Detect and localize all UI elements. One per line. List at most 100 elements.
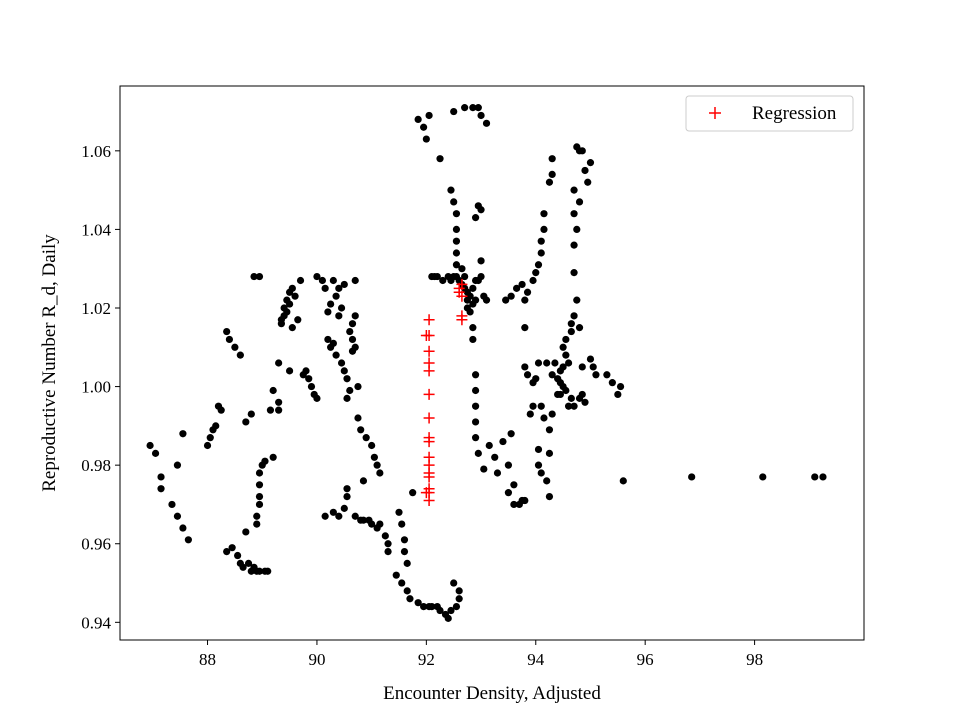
observed-series xyxy=(146,104,827,622)
data-point xyxy=(253,520,261,528)
data-point xyxy=(529,402,537,410)
data-point xyxy=(559,343,567,351)
data-point xyxy=(474,104,482,112)
data-point xyxy=(471,214,480,222)
data-point xyxy=(444,614,452,622)
data-point xyxy=(422,135,430,143)
data-point xyxy=(179,430,187,438)
data-point xyxy=(225,335,234,344)
legend-label-regression: Regression xyxy=(752,103,837,124)
regression-point xyxy=(423,471,435,483)
y-tick-label: 1.04 xyxy=(81,220,111,239)
data-point xyxy=(305,375,313,383)
x-tick-label: 94 xyxy=(527,650,545,669)
data-point xyxy=(537,469,545,477)
x-tick-label: 96 xyxy=(637,650,654,669)
data-point xyxy=(247,410,255,418)
data-point xyxy=(179,524,187,532)
data-point xyxy=(471,434,480,442)
data-point xyxy=(343,492,351,501)
data-point xyxy=(340,504,348,512)
data-point xyxy=(217,406,225,414)
data-point xyxy=(242,418,250,426)
data-point xyxy=(471,402,480,410)
data-point xyxy=(357,426,365,434)
data-point xyxy=(537,402,545,410)
data-point xyxy=(603,371,611,379)
data-point xyxy=(275,406,283,414)
data-point xyxy=(573,225,581,234)
data-point xyxy=(551,359,559,367)
data-point xyxy=(269,386,277,395)
data-point xyxy=(482,296,491,304)
data-point xyxy=(466,308,474,316)
data-point xyxy=(291,292,299,300)
data-point xyxy=(570,269,578,277)
data-point xyxy=(261,457,269,465)
data-point xyxy=(313,272,321,281)
data-point xyxy=(759,473,767,481)
data-point xyxy=(534,445,543,454)
data-point xyxy=(450,198,458,206)
data-point xyxy=(392,571,400,579)
data-point xyxy=(540,414,548,422)
data-point xyxy=(570,402,578,410)
data-point xyxy=(332,351,340,359)
data-point xyxy=(288,324,296,332)
data-point xyxy=(228,544,236,552)
regression-point xyxy=(423,436,435,448)
data-point xyxy=(373,461,381,469)
data-point xyxy=(466,292,474,300)
data-point xyxy=(575,198,584,206)
data-point xyxy=(586,355,595,363)
data-point xyxy=(534,359,543,367)
data-point xyxy=(250,272,258,281)
data-point xyxy=(359,477,368,485)
data-point xyxy=(346,386,354,395)
legend: Regression xyxy=(685,95,854,132)
data-point xyxy=(452,225,461,234)
legend-box xyxy=(685,95,854,132)
data-point xyxy=(584,178,592,186)
data-point xyxy=(318,276,327,285)
data-point xyxy=(406,595,414,603)
data-point xyxy=(346,327,354,336)
data-point xyxy=(458,265,466,273)
data-point xyxy=(523,288,532,296)
points-layer xyxy=(146,104,827,622)
data-point xyxy=(403,559,411,567)
data-point xyxy=(471,386,480,395)
data-point xyxy=(452,249,461,257)
data-point xyxy=(321,512,329,520)
data-point xyxy=(288,284,296,292)
data-point xyxy=(173,512,182,520)
data-point xyxy=(403,587,411,595)
data-point xyxy=(351,512,359,520)
data-point xyxy=(548,155,556,163)
regression-point xyxy=(456,278,468,290)
data-point xyxy=(376,520,384,528)
data-point xyxy=(343,485,351,493)
data-point xyxy=(266,406,275,414)
data-point xyxy=(578,390,586,399)
regression-point xyxy=(423,314,435,326)
y-tick-label: 1.00 xyxy=(81,378,111,397)
data-point xyxy=(400,547,409,556)
data-point xyxy=(255,481,264,489)
data-point xyxy=(329,276,337,285)
data-point xyxy=(452,261,461,269)
data-point xyxy=(469,104,477,112)
data-point xyxy=(545,492,554,501)
data-point xyxy=(573,296,581,304)
data-point xyxy=(420,123,428,131)
data-point xyxy=(491,453,499,461)
data-point xyxy=(477,257,485,265)
data-point xyxy=(521,496,529,505)
data-point xyxy=(239,563,247,571)
data-point xyxy=(556,390,564,399)
data-point xyxy=(157,473,165,481)
data-point xyxy=(335,512,343,520)
regression-point xyxy=(423,365,435,377)
data-point xyxy=(400,536,409,544)
data-point xyxy=(567,327,575,336)
